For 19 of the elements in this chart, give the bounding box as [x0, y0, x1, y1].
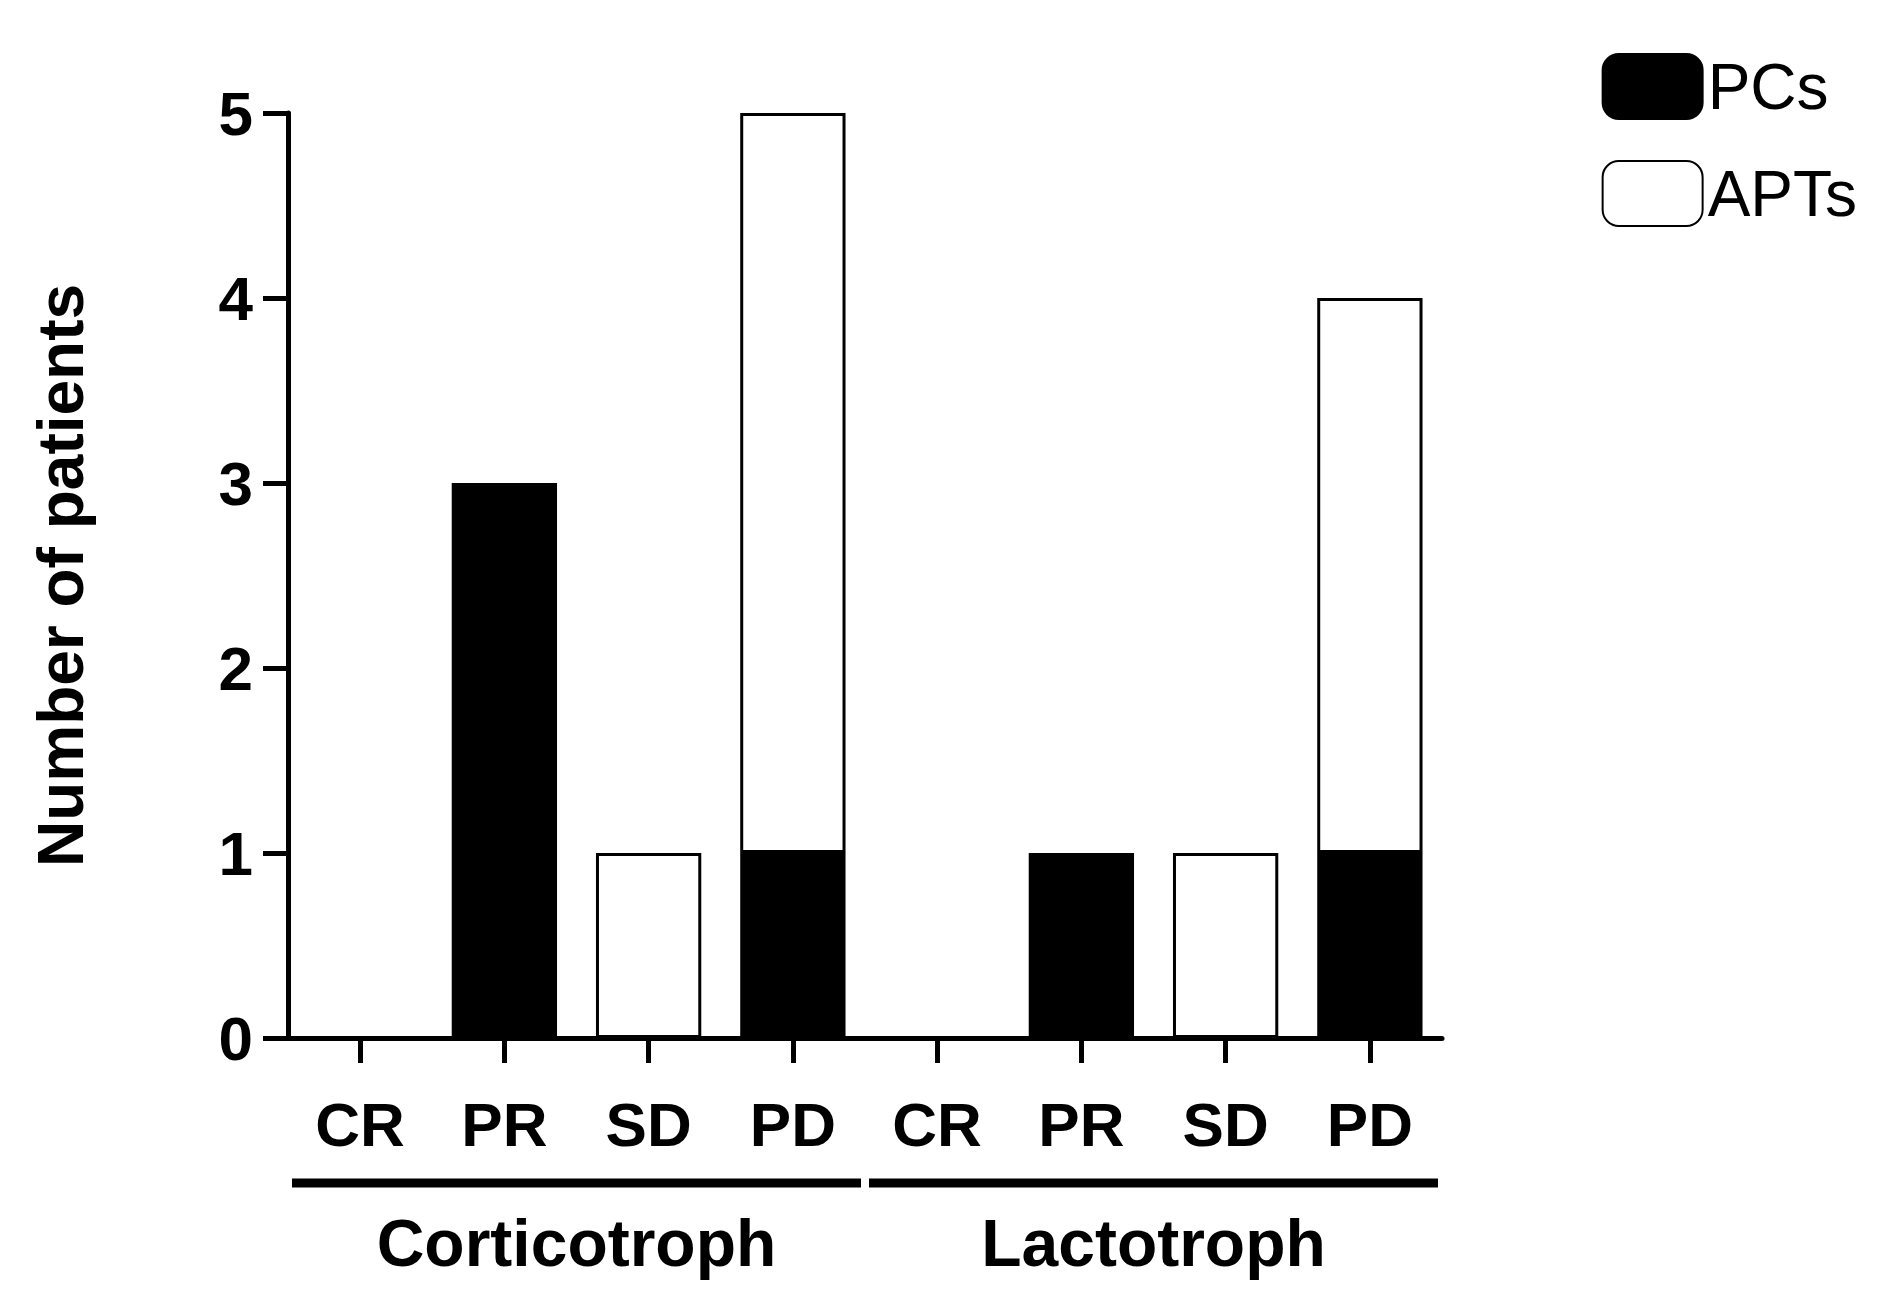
y-axis-title: Number of patients: [25, 283, 97, 868]
legend-label: APTs: [1707, 157, 1857, 230]
x-tick-label: PD: [749, 1089, 836, 1159]
text: Corticotroph: [376, 1206, 777, 1280]
x-tick-label: PR: [1038, 1089, 1125, 1159]
x-tick-label: SD: [1182, 1089, 1269, 1159]
y-tick-label: 2: [218, 633, 253, 703]
y-tick-label: 1: [218, 818, 253, 888]
x-tick-label: CR: [315, 1089, 405, 1159]
y-tick-label: 3: [218, 448, 253, 518]
text: Lactotroph: [981, 1206, 1326, 1280]
legend-label: PCs: [1707, 50, 1829, 123]
x-tick-label: PR: [461, 1089, 548, 1159]
x-tick-label: CR: [892, 1089, 982, 1159]
y-tick-label: 0: [218, 1003, 253, 1073]
y-tick-label: 5: [218, 78, 253, 148]
x-tick-label: SD: [605, 1089, 692, 1159]
x-tick-label: PD: [1326, 1089, 1413, 1159]
y-tick-label: 4: [218, 263, 254, 333]
